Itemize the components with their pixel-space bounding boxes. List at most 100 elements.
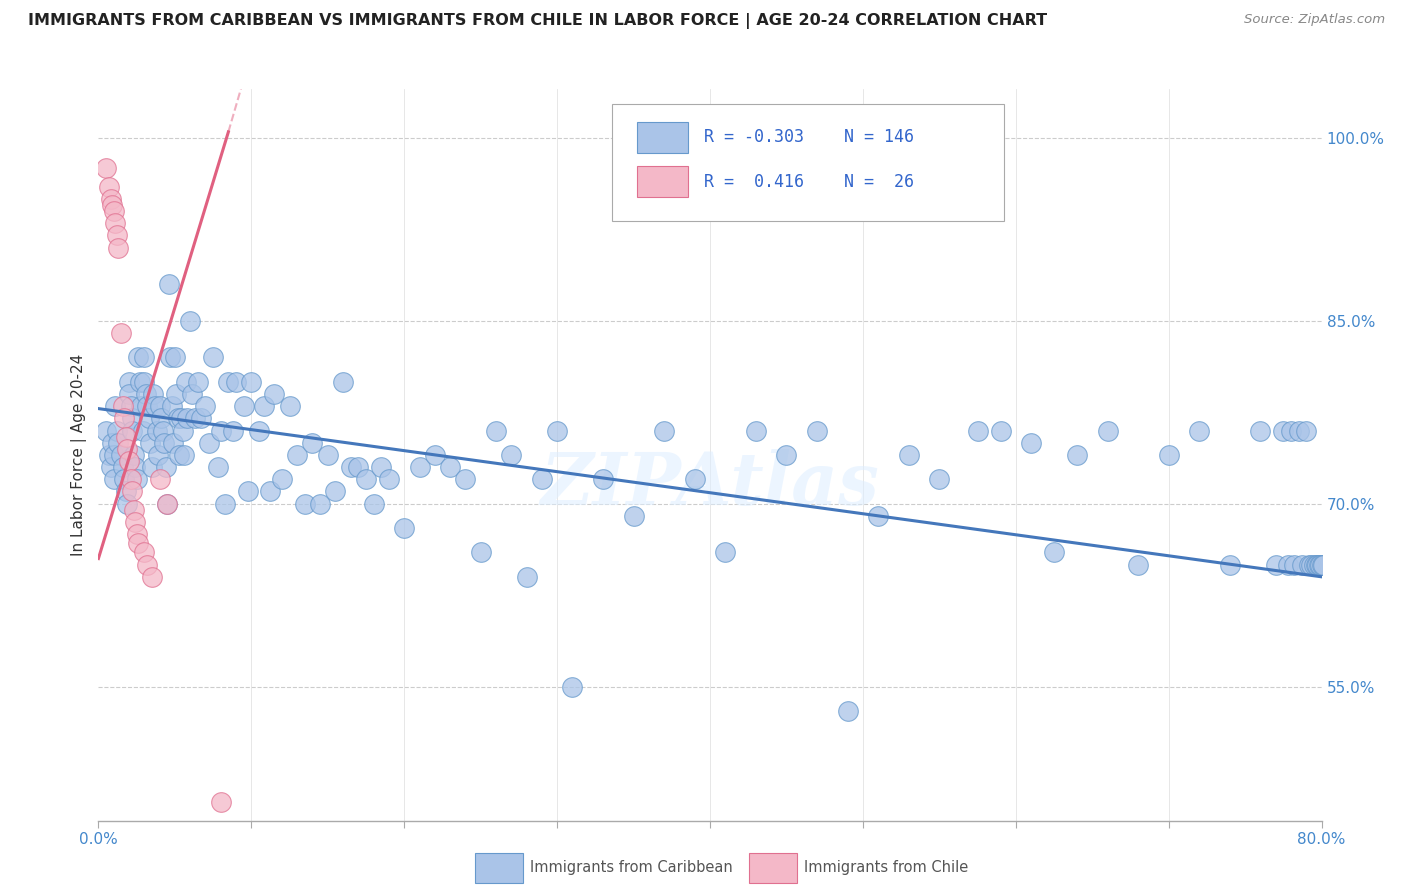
Point	[159, 351, 181, 365]
Point	[209, 424, 232, 438]
Point	[103, 448, 125, 462]
Text: Source: ZipAtlas.com: Source: ZipAtlas.com	[1244, 13, 1385, 27]
Point	[107, 241, 129, 255]
Point	[339, 460, 361, 475]
Point	[485, 424, 508, 438]
Point	[134, 351, 156, 365]
Point	[141, 570, 163, 584]
Point	[259, 484, 281, 499]
Point	[501, 448, 523, 462]
Point	[121, 484, 143, 499]
Point	[98, 448, 121, 462]
Point	[122, 448, 145, 462]
Point	[125, 527, 148, 541]
Point	[1188, 424, 1211, 438]
Point	[94, 161, 117, 176]
Point	[136, 558, 159, 572]
Point	[1303, 558, 1326, 572]
Point	[128, 375, 150, 389]
Point	[516, 570, 538, 584]
Point	[98, 179, 121, 194]
Point	[111, 399, 134, 413]
Point	[683, 472, 706, 486]
Point	[197, 435, 219, 450]
Point	[157, 277, 180, 292]
Point	[775, 448, 797, 462]
Point	[174, 375, 197, 389]
Point	[104, 216, 127, 230]
Point	[103, 204, 125, 219]
Point	[1306, 558, 1329, 572]
Point	[162, 435, 184, 450]
FancyBboxPatch shape	[612, 103, 1004, 221]
Text: ZIPAtlas: ZIPAtlas	[541, 449, 879, 520]
Point	[592, 472, 614, 486]
Point	[806, 424, 828, 438]
Point	[316, 448, 339, 462]
Point	[176, 411, 198, 425]
Point	[194, 399, 217, 413]
Point	[363, 497, 385, 511]
Point	[392, 521, 416, 535]
Point	[145, 424, 167, 438]
Point	[423, 448, 446, 462]
Point	[156, 497, 179, 511]
Point	[127, 535, 149, 549]
Point	[1312, 558, 1334, 572]
Point	[1097, 424, 1119, 438]
Point	[202, 351, 225, 365]
Point	[160, 399, 183, 413]
Point	[110, 326, 132, 340]
Point	[454, 472, 477, 486]
Point	[1272, 424, 1295, 438]
Point	[100, 192, 122, 206]
Point	[1291, 558, 1313, 572]
Point	[112, 472, 135, 486]
Point	[105, 228, 128, 243]
Point	[121, 424, 143, 438]
Point	[207, 460, 229, 475]
Point	[928, 472, 950, 486]
Point	[1066, 448, 1088, 462]
Point	[470, 545, 492, 559]
Point	[278, 399, 301, 413]
Point	[1264, 558, 1286, 572]
Point	[149, 472, 172, 486]
Point	[115, 484, 138, 499]
Point	[1019, 435, 1042, 450]
Point	[117, 442, 139, 456]
Point	[101, 435, 124, 450]
Point	[370, 460, 392, 475]
Point	[139, 435, 162, 450]
Point	[163, 351, 186, 365]
Text: IMMIGRANTS FROM CARIBBEAN VS IMMIGRANTS FROM CHILE IN LABOR FORCE | AGE 20-24 CO: IMMIGRANTS FROM CARIBBEAN VS IMMIGRANTS …	[28, 13, 1047, 29]
Point	[347, 460, 370, 475]
Point	[546, 424, 568, 438]
Point	[1305, 558, 1327, 572]
Point	[136, 399, 159, 413]
Point	[354, 472, 377, 486]
Point	[1308, 558, 1330, 572]
Point	[714, 545, 737, 559]
Point	[1157, 448, 1180, 462]
Point	[117, 497, 139, 511]
Point	[332, 375, 354, 389]
Point	[134, 375, 156, 389]
Point	[101, 198, 124, 212]
Point	[530, 472, 553, 486]
Point	[120, 399, 142, 413]
Point	[110, 448, 132, 462]
Point	[100, 460, 122, 475]
Text: Immigrants from Caribbean: Immigrants from Caribbean	[530, 861, 733, 875]
Point	[132, 424, 155, 438]
Point	[897, 448, 920, 462]
Point	[115, 430, 138, 444]
Point	[378, 472, 401, 486]
Point	[124, 460, 146, 475]
Point	[561, 680, 583, 694]
Point	[152, 424, 174, 438]
Point	[1309, 558, 1331, 572]
FancyBboxPatch shape	[637, 122, 688, 153]
Point	[652, 424, 675, 438]
Point	[1043, 545, 1066, 559]
